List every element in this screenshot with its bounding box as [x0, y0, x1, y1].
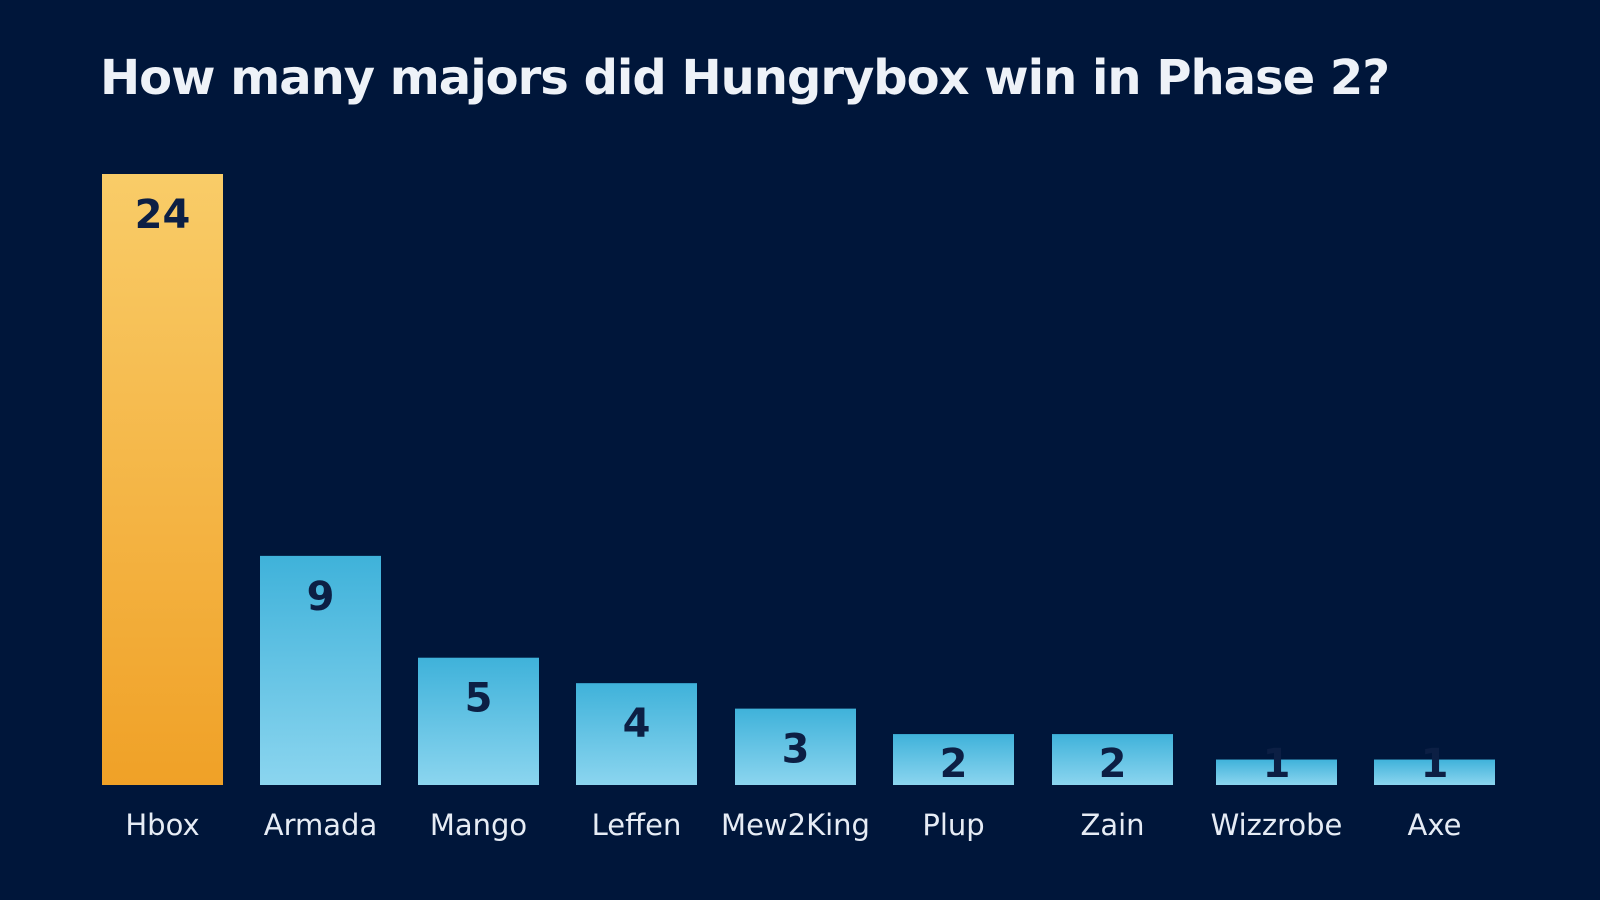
- bar-value-label-zain: 2: [1099, 741, 1127, 787]
- bar-value-label-leffen: 4: [623, 701, 651, 747]
- bar-value-label-mew2king: 3: [782, 727, 810, 773]
- bar-armada: [260, 555, 381, 785]
- category-label-wizzrobe: Wizzrobe: [1211, 808, 1343, 842]
- category-label-mango: Mango: [430, 808, 527, 842]
- bar-plup: [893, 734, 1014, 785]
- bar-value-label-hbox: 24: [135, 192, 191, 238]
- bar-hbox: [102, 174, 223, 785]
- bar-wizzrobe: [1216, 759, 1337, 785]
- category-label-axe: Axe: [1408, 808, 1462, 842]
- chart-title: How many majors did Hungrybox win in Pha…: [100, 50, 1390, 106]
- category-label-hbox: Hbox: [125, 808, 199, 842]
- category-label-plup: Plup: [922, 808, 984, 842]
- bar-axe: [1374, 759, 1495, 785]
- bar-mew2king: [735, 708, 856, 785]
- category-label-armada: Armada: [264, 808, 377, 842]
- category-label-mew2king: Mew2King: [721, 808, 870, 842]
- bar-leffen: [576, 683, 697, 785]
- bar-value-label-mango: 5: [465, 676, 493, 722]
- bar-mango: [418, 657, 539, 785]
- bar-value-label-wizzrobe: 1: [1263, 741, 1291, 787]
- category-label-zain: Zain: [1080, 808, 1144, 842]
- bar-value-label-axe: 1: [1421, 741, 1449, 787]
- bar-value-label-plup: 2: [940, 741, 968, 787]
- category-label-leffen: Leffen: [592, 808, 682, 842]
- bar-value-label-armada: 9: [307, 574, 335, 620]
- bars-group: 24 Hbox 9 Armada 5 Mango 4 Leffen 3 Mew2King 2 Plup…: [102, 174, 1495, 842]
- bar-zain: [1052, 734, 1173, 785]
